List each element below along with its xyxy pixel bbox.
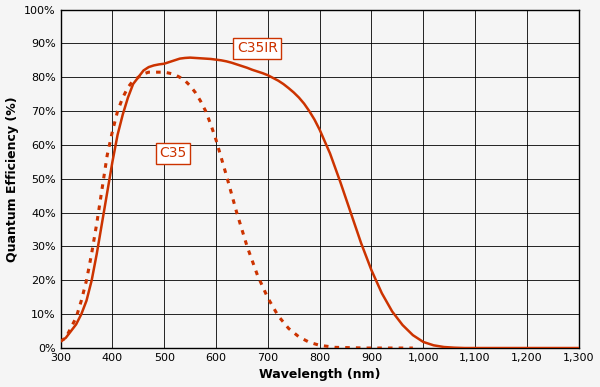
Text: C35: C35 <box>159 146 186 160</box>
Y-axis label: Quantum Efficiency (%): Quantum Efficiency (%) <box>5 96 19 262</box>
X-axis label: Wavelength (nm): Wavelength (nm) <box>259 368 380 382</box>
Text: C35IR: C35IR <box>237 41 278 55</box>
